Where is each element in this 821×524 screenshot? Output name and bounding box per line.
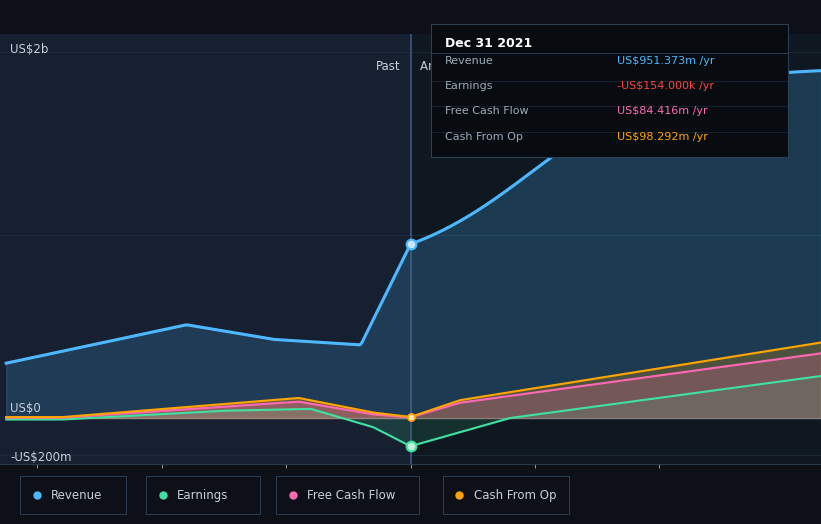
Text: -US$200m: -US$200m — [10, 451, 71, 464]
Text: Dec 31 2021: Dec 31 2021 — [445, 37, 533, 50]
Text: Free Cash Flow: Free Cash Flow — [307, 489, 396, 501]
Text: US$98.292m /yr: US$98.292m /yr — [617, 132, 708, 142]
Text: Free Cash Flow: Free Cash Flow — [445, 106, 529, 116]
Text: US$0: US$0 — [10, 402, 41, 416]
Text: -US$154.000k /yr: -US$154.000k /yr — [617, 81, 713, 91]
Text: Earnings: Earnings — [445, 81, 493, 91]
Text: Analysts Forecasts: Analysts Forecasts — [420, 60, 530, 73]
Bar — [0, 34, 410, 464]
Bar — [410, 34, 821, 464]
Text: Earnings: Earnings — [177, 489, 228, 501]
Text: US$951.373m /yr: US$951.373m /yr — [617, 56, 714, 66]
Text: Past: Past — [376, 60, 401, 73]
Text: Revenue: Revenue — [445, 56, 494, 66]
Text: Revenue: Revenue — [51, 489, 103, 501]
Text: Cash From Op: Cash From Op — [474, 489, 557, 501]
Text: US$84.416m /yr: US$84.416m /yr — [617, 106, 708, 116]
Text: US$2b: US$2b — [10, 42, 48, 56]
Text: Cash From Op: Cash From Op — [445, 132, 523, 142]
